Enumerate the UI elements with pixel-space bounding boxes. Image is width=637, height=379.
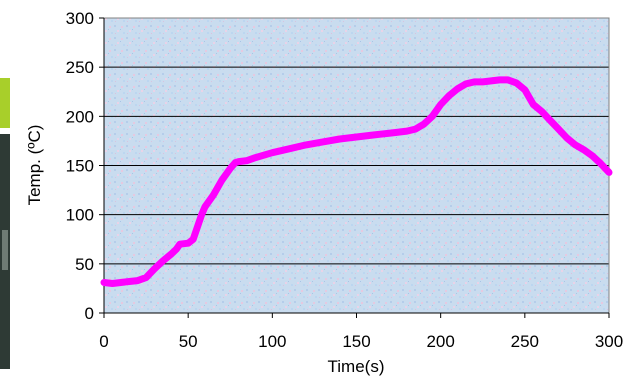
data-point [176,241,183,248]
data-point [412,126,419,133]
x-tick-labels: 0 50 100 150 200 250 300 [99,313,623,351]
data-point [185,240,192,247]
x-tick-label: 300 [595,332,623,351]
data-point [387,130,394,137]
data-point [513,79,520,86]
x-tick-label: 50 [179,332,198,351]
data-point [117,279,124,286]
data-point [193,226,200,233]
y-tick-label: 200 [66,107,94,126]
data-point [353,134,360,140]
data-point [496,76,503,83]
data-point [143,274,150,281]
data-point [101,279,107,286]
data-point [597,160,604,167]
data-point [227,165,234,172]
data-point [505,76,511,83]
data-point [210,192,217,198]
data-point [173,246,180,253]
data-point [521,86,528,93]
x-axis-title: Time(s) [328,357,385,376]
data-point [269,149,276,156]
data-point [589,152,596,159]
data-point [580,146,587,153]
y-tick-label: 100 [66,206,94,225]
y-tick-label: 300 [66,9,94,28]
data-point [190,236,197,243]
data-point [134,277,141,284]
data-point [151,265,158,272]
data-point [420,121,427,128]
x-tick-label: 100 [258,332,286,351]
data-point [202,203,208,210]
data-point [572,141,579,148]
data-point [168,251,175,257]
data-point [244,157,251,164]
data-point [319,138,326,145]
x-tick-label: 200 [426,332,454,351]
data-point [538,108,545,115]
data-point [159,257,166,264]
data-point [488,77,495,84]
data-point [109,280,116,287]
x-tick-label: 150 [342,332,370,351]
data-point [547,117,554,124]
x-tick-label: 250 [511,332,539,351]
y-tick-label: 150 [66,157,94,176]
data-point [370,132,377,138]
data-point [454,85,461,92]
y-tick-label: 0 [85,304,94,323]
data-point [471,78,478,85]
data-point [404,128,410,135]
x-tick-label: 0 [99,332,108,351]
data-point [286,145,293,152]
left-photo-fragment [0,78,10,369]
data-point [446,92,453,99]
data-point [563,135,570,141]
data-point [126,278,133,285]
y-tick-labels: 0 50 100 150 200 250 300 [66,9,104,323]
data-point [437,101,444,108]
data-point [336,136,343,142]
data-point [479,78,486,85]
data-point [530,101,537,108]
data-point [429,113,436,120]
data-point [606,169,612,176]
data-point [235,158,242,165]
data-point [303,141,309,148]
y-tick-label: 250 [66,58,94,77]
y-axis-title: Temp. (ºC) [25,125,44,206]
data-point [555,126,562,133]
data-point [218,177,225,184]
data-point [252,154,259,161]
data-point [198,211,205,218]
y-tick-label: 50 [75,255,94,274]
data-point [462,80,469,87]
accent-bar [0,78,10,128]
series-layer [100,76,613,287]
